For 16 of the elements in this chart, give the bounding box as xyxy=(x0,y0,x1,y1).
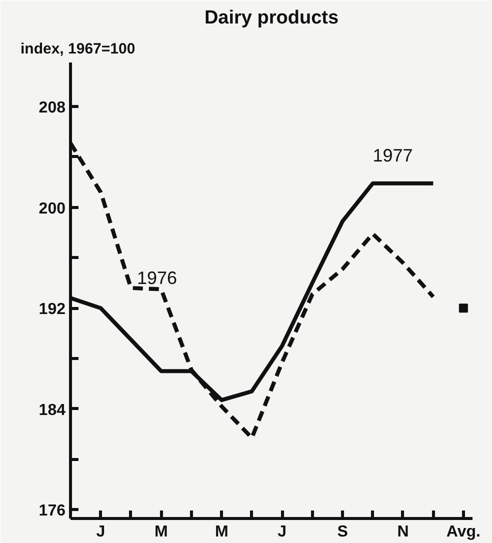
series-label: 1977 xyxy=(372,145,413,166)
y-tick-label: 192 xyxy=(38,301,66,318)
y-tick-label: 176 xyxy=(38,502,66,520)
y-tick-label: 184 xyxy=(38,402,66,419)
x-tick-label: M xyxy=(154,524,168,540)
chart-title: Dairy products xyxy=(204,8,339,28)
x-tick-label: J xyxy=(278,524,287,540)
x-tick-label: S xyxy=(337,524,348,540)
x-tick-label: J xyxy=(96,524,106,540)
x-tick-label: Avg. xyxy=(446,524,480,540)
y-axis-title: index, 1967=100 xyxy=(20,40,136,58)
x-tick-label: M xyxy=(214,524,228,540)
y-tick-label: 200 xyxy=(38,200,66,218)
series-label: 1976 xyxy=(136,268,177,288)
y-tick-label: 208 xyxy=(38,100,66,117)
x-tick-label: N xyxy=(397,524,409,540)
